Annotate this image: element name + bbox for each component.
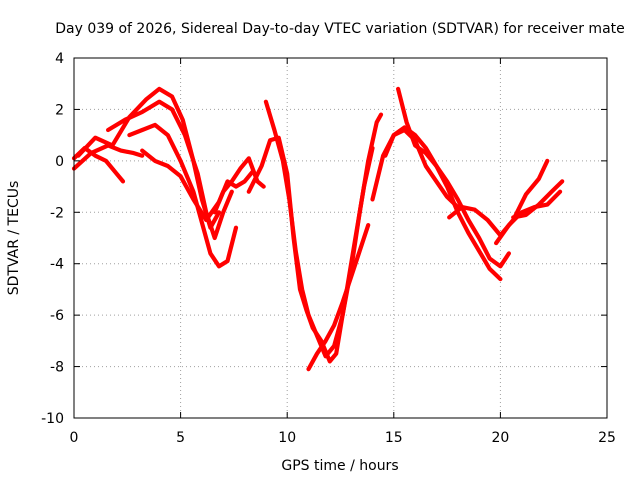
- y-tick-label: -6: [50, 308, 64, 324]
- chart-title: Day 039 of 2026, Sidereal Day-to-day VTE…: [55, 21, 625, 37]
- y-axis-label: SDTVAR / TECUs: [6, 181, 22, 296]
- series-track-13: [396, 86, 511, 269]
- x-tick-label: 25: [598, 430, 616, 446]
- series-track-7: [212, 156, 266, 215]
- series-track-5: [127, 122, 239, 269]
- grid-layer: [74, 58, 607, 418]
- series-track-10: [306, 223, 371, 372]
- y-tick-label: 4: [55, 51, 64, 67]
- y-tick-label: 2: [55, 102, 64, 118]
- plot-frame: [73, 57, 608, 419]
- y-tick-label: -8: [50, 360, 64, 376]
- series-layer: [71, 86, 565, 372]
- series-track-2: [71, 143, 145, 171]
- y-tick-label: -2: [50, 205, 64, 221]
- y-tick-label: -4: [50, 257, 64, 273]
- series-track-4: [105, 99, 234, 241]
- series-track-16: [511, 179, 565, 220]
- y-tick-label: -10: [41, 411, 64, 427]
- series-track-6: [140, 148, 256, 223]
- x-tick-label: 5: [176, 430, 185, 446]
- series-track-15: [494, 189, 563, 246]
- x-tick-label: 0: [70, 430, 79, 446]
- x-tick-label: 10: [278, 430, 296, 446]
- x-tick-label: 20: [491, 430, 509, 446]
- tick-layer: [73, 57, 608, 419]
- x-axis-label: GPS time / hours: [281, 458, 398, 474]
- y-tick-label: 0: [55, 154, 64, 170]
- x-tick-label: 15: [385, 430, 403, 446]
